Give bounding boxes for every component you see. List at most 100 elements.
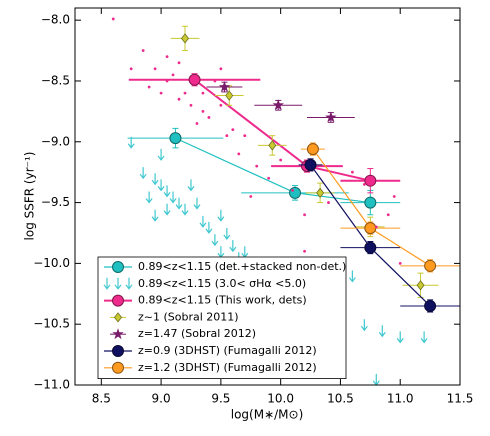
point <box>424 259 437 272</box>
upper-limit-arrow <box>217 246 225 259</box>
x-tick-label: 9.5 <box>211 392 230 406</box>
point <box>213 79 217 83</box>
point <box>268 140 277 151</box>
point <box>225 134 229 138</box>
upper-limit-arrow <box>372 373 380 386</box>
upper-limit-arrow <box>199 215 207 228</box>
upper-limit-arrow <box>229 240 237 253</box>
x-axis-label: log(M∗/M⊙) <box>231 408 304 422</box>
point <box>392 195 396 198</box>
point <box>272 99 284 111</box>
upper-limit-arrow <box>163 185 171 198</box>
point <box>112 345 124 357</box>
point <box>141 49 145 52</box>
upper-limit-arrow <box>169 191 177 204</box>
x-tick-label: 8.5 <box>92 392 111 406</box>
point <box>424 299 437 312</box>
upper-limit-arrow <box>157 148 165 161</box>
point <box>129 67 133 71</box>
point <box>304 158 317 171</box>
upper-limit-arrow <box>193 197 201 210</box>
point <box>201 91 205 95</box>
upper-limit-arrow <box>157 179 165 192</box>
point <box>279 158 283 162</box>
upper-limit-arrow <box>378 325 386 338</box>
point <box>237 152 241 156</box>
legend-label: z=1.47 (Sobral 2012) <box>138 327 256 340</box>
point <box>374 225 378 229</box>
point <box>147 85 151 89</box>
point <box>386 213 390 217</box>
point <box>177 61 181 65</box>
x-tick-label: 9.0 <box>152 392 171 406</box>
legend-label: 0.89<z<1.15 (det.+stacked non-det.) <box>138 260 346 273</box>
point <box>189 103 193 107</box>
point <box>289 186 301 199</box>
y-tick-label: −11.0 <box>33 378 70 392</box>
upper-limit-arrow <box>163 203 171 216</box>
point <box>177 97 181 101</box>
legend: 0.89<z<1.15 (det.+stacked non-det.) 0.89<… <box>97 256 347 379</box>
upper-limit-arrow <box>187 179 195 192</box>
point <box>111 17 115 21</box>
point <box>112 361 124 374</box>
upper-limit-arrow <box>145 191 153 204</box>
point <box>243 134 247 138</box>
point <box>398 261 402 265</box>
point <box>180 33 190 44</box>
upper-limit-arrow <box>211 234 219 247</box>
point <box>231 128 235 132</box>
point <box>207 116 211 119</box>
point <box>165 79 169 83</box>
point <box>291 189 295 192</box>
point <box>364 196 377 209</box>
point <box>112 261 124 273</box>
point <box>225 90 234 101</box>
upper-limit-arrow <box>348 270 356 283</box>
y-tick-label: −10.0 <box>33 256 70 270</box>
upper-limit-arrow <box>396 331 404 344</box>
point <box>303 213 306 217</box>
point <box>327 201 330 204</box>
point <box>195 122 199 125</box>
point <box>267 176 271 180</box>
upper-limit-arrow <box>217 209 225 222</box>
point <box>171 73 175 77</box>
legend-label: z=1.2 (3DHST) (Fumagalli 2012) <box>138 361 317 374</box>
y-tick-label: −8.5 <box>41 73 70 87</box>
point <box>364 174 377 187</box>
plot-frame <box>74 7 461 386</box>
y-tick-label: −10.5 <box>33 317 70 331</box>
point <box>113 312 123 323</box>
point <box>416 280 425 291</box>
point <box>112 328 124 340</box>
point <box>219 67 223 71</box>
upper-limit-arrow <box>420 331 428 344</box>
point <box>183 91 187 95</box>
legend-box <box>97 256 347 379</box>
point <box>153 67 157 71</box>
point <box>364 241 377 254</box>
y-tick-label: −9.5 <box>41 195 70 209</box>
upper-limit-arrow <box>181 203 189 216</box>
legend-label: z=0.9 (3DHST) (Fumagalli 2012) <box>138 344 317 357</box>
point <box>201 109 205 113</box>
upper-limit-arrow <box>241 246 249 259</box>
point <box>112 294 124 307</box>
legend-label: z~1 (Sobral 2011) <box>138 310 239 323</box>
point <box>303 249 306 253</box>
x-tick-label: 10.5 <box>327 392 354 406</box>
point <box>219 103 223 107</box>
legend-label: 0.89<z<1.15 (This work, dets) <box>138 294 307 307</box>
point <box>316 187 325 199</box>
point <box>188 73 201 86</box>
x-tick-label: 11.5 <box>447 392 474 406</box>
point <box>255 164 259 168</box>
upper-limit-arrow <box>205 221 213 234</box>
upper-limit-arrow <box>151 173 159 186</box>
upper-limit-arrow <box>114 277 122 290</box>
y-tick-label: −8.0 <box>41 13 70 27</box>
y-axis-label: log SSFR (yr⁻¹) <box>23 152 37 241</box>
upper-limit-arrow <box>127 136 135 149</box>
